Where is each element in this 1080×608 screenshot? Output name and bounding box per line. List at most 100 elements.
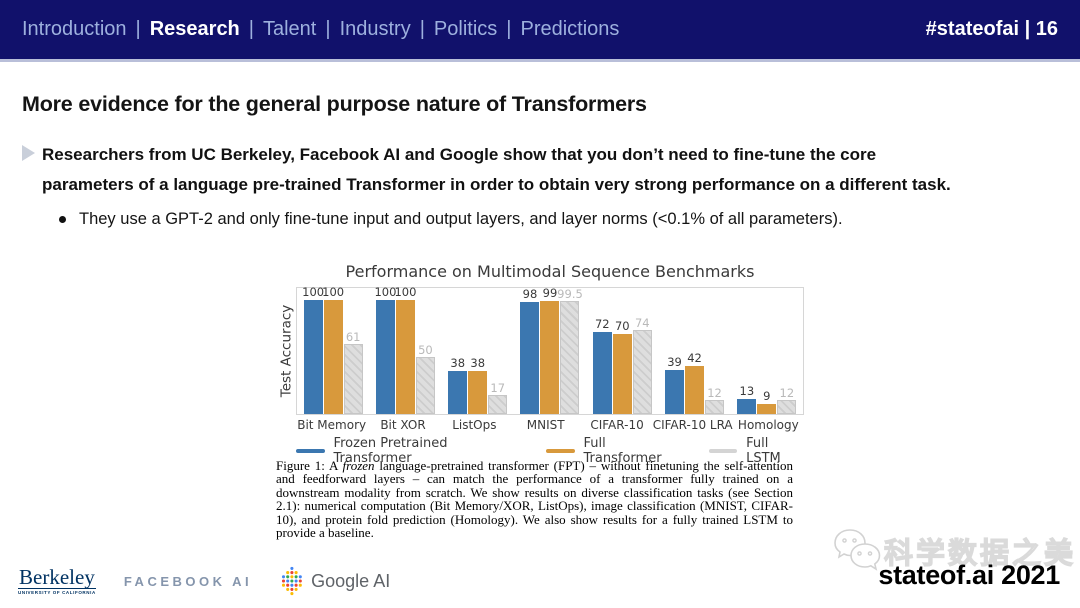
watermark-text: 科学数据之美 — [883, 537, 1077, 570]
main-bullet-line-2: parameters of a language pre-trained Tra… — [42, 175, 951, 194]
legend-label: Frozen Pretrained Transformer — [333, 436, 448, 466]
x-tick-label: ListOps — [452, 418, 497, 432]
bar: 17 — [488, 381, 508, 414]
hashtag-page-number: #stateofai | 16 — [925, 18, 1058, 40]
bar: 61 — [343, 330, 363, 414]
legend-swatch-icon — [296, 449, 325, 453]
footer-logos: Berkeley UNIVERSITY OF CALIFORNIA FACEBO… — [18, 565, 390, 597]
x-tick-label: CIFAR-10 LRA — [652, 418, 733, 432]
legend-item: Full Transformer — [546, 436, 683, 466]
bar: 74 — [632, 316, 652, 414]
facebook-ai-logo: FACEBOOK AI — [123, 573, 253, 589]
bar: 38 — [448, 356, 468, 414]
nav-separator: | — [325, 18, 331, 40]
legend-label: Full Transformer — [583, 436, 662, 466]
bar-value-label: 99.5 — [557, 287, 583, 301]
bar-group-homology: 13 9 12 — [731, 288, 803, 414]
x-tick-label: Homology — [737, 418, 799, 432]
berkeley-subtext: UNIVERSITY OF CALIFORNIA — [18, 588, 96, 595]
bar-value-label: 72 — [594, 317, 610, 331]
x-tick-label: Bit XOR — [380, 418, 426, 432]
bar-value-label: 100 — [394, 285, 417, 299]
legend-swatch-icon — [546, 449, 575, 453]
dot-bullet-icon — [59, 216, 66, 223]
bar-value-label: 13 — [739, 384, 755, 398]
main-bullet-line-1: Researchers from UC Berkeley, Facebook A… — [42, 145, 877, 164]
slide-title: More evidence for the general purpose na… — [22, 92, 647, 116]
legend-item: Frozen Pretrained Transformer — [296, 436, 520, 466]
google-ai-logo: Google AI — [280, 565, 390, 597]
google-dots-icon — [282, 566, 302, 596]
bar-value-label: 42 — [687, 351, 702, 365]
berkeley-logo: Berkeley UNIVERSITY OF CALIFORNIA — [18, 567, 96, 595]
bar-value-label: 9 — [763, 389, 771, 403]
bar-value-label: 70 — [614, 319, 630, 333]
main-bullet: Researchers from UC Berkeley, Facebook A… — [22, 140, 1068, 200]
berkeley-wordmark: Berkeley — [19, 565, 95, 589]
x-axis-labels: Bit Memory Bit XOR ListOps MNIST CIFAR-10 CIF… — [296, 415, 804, 432]
section-nav: Introduction | Research | Talent | Industry | Po… — [22, 18, 619, 41]
bar-group-bit-memory: 100 100 61 — [297, 285, 369, 414]
bar: 38 — [468, 356, 488, 414]
bar: 99.5 — [557, 287, 583, 414]
bar-value-label: 38 — [450, 356, 466, 370]
legend-item: Full LSTM — [708, 436, 804, 466]
chart-plot-area: 100 100 61 100 100 50 38 38 17 98 99 99.5 72 70 74 39 42… — [296, 285, 804, 415]
bar: 12 — [777, 386, 797, 414]
bar-value-label: 39 — [667, 355, 682, 369]
bar-value-label: 100 — [374, 285, 397, 299]
chart-title: Performance on Multimodal Sequence Bench… — [345, 262, 755, 281]
bar-value-label: 17 — [490, 381, 506, 395]
bar-group-listops: 38 38 17 — [442, 288, 514, 414]
caption-italic: frozen — [342, 458, 375, 473]
figure-caption: Figure 1: A frozen language-pretrained t… — [276, 459, 793, 539]
bar-value-label: 74 — [634, 316, 650, 330]
x-tick-label: MNIST — [526, 418, 565, 432]
bar: 99 — [540, 286, 560, 414]
bar-group-cifar-10: 72 70 74 — [586, 288, 658, 414]
bar: 13 — [737, 384, 757, 414]
caption-after: language-pretrained transformer (FPT) – … — [276, 458, 793, 541]
bar-value-label: 61 — [345, 330, 361, 344]
legend-swatch-icon — [708, 449, 738, 453]
bar: 70 — [612, 319, 632, 414]
y-axis-label: Test Accuracy — [278, 304, 295, 398]
bar-value-label: 100 — [322, 285, 345, 299]
nav-item-predictions[interactable]: Predictions — [520, 18, 620, 40]
bar-value-label: 98 — [522, 287, 538, 301]
bar: 100 — [374, 285, 396, 414]
nav-separator: | — [419, 18, 425, 40]
nav-separator: | — [506, 18, 512, 40]
nav-item-politics[interactable]: Politics — [433, 18, 498, 40]
sub-bullet: They use a GPT-2 and only fine-tune inpu… — [59, 210, 843, 229]
bar-value-label: 12 — [779, 386, 795, 400]
bar: 98 — [520, 287, 540, 414]
main-bullet-text: Researchers from UC Berkeley, Facebook A… — [42, 140, 951, 200]
bar-value-label: 38 — [470, 356, 486, 370]
bar: 42 — [685, 351, 705, 414]
bar-group-bit-xor: 100 100 50 — [369, 285, 441, 414]
bar: 50 — [415, 343, 435, 414]
bar-group-cifar-10-lra: 39 42 12 — [658, 288, 730, 414]
sub-bullet-text: They use a GPT-2 and only fine-tune inpu… — [79, 210, 843, 228]
nav-item-industry[interactable]: Industry — [339, 18, 411, 40]
bar: 100 — [394, 285, 416, 414]
bar: 39 — [665, 355, 685, 414]
wechat-icon — [834, 529, 881, 571]
bar: 9 — [757, 389, 777, 414]
bar: 100 — [302, 285, 324, 414]
nav-item-research[interactable]: Research — [149, 18, 240, 40]
chart-legend: Frozen Pretrained Transformer Full Transf… — [296, 436, 804, 466]
nav-item-talent[interactable]: Talent — [262, 18, 317, 40]
x-tick-label: CIFAR-10 — [590, 418, 644, 432]
bar: 12 — [705, 386, 725, 414]
caption-before: Figure 1: A — [276, 458, 343, 473]
nav-separator: | — [248, 18, 254, 40]
bar: 72 — [592, 317, 612, 414]
google-ai-text: Google AI — [311, 570, 391, 591]
bar-group-mnist: 98 99 99.5 — [514, 286, 586, 414]
bar-value-label: 100 — [302, 285, 325, 299]
nav-separator: | — [135, 18, 141, 40]
nav-item-introduction[interactable]: Introduction — [22, 18, 127, 40]
triangle-bullet-icon — [22, 145, 35, 161]
